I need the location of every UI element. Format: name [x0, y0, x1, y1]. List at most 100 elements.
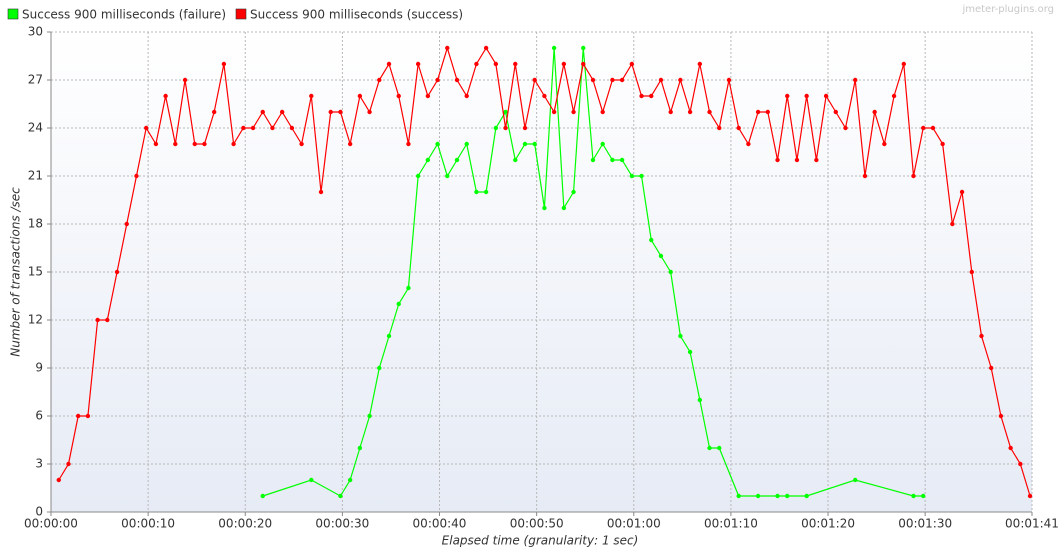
- data-point: [483, 189, 489, 195]
- x-tick-label: 00:00:20: [218, 517, 272, 531]
- data-point: [891, 93, 897, 99]
- data-point: [921, 493, 926, 499]
- data-point: [173, 141, 178, 147]
- data-point: [513, 157, 518, 163]
- data-point: [474, 189, 479, 195]
- data-point: [872, 109, 877, 115]
- data-point: [619, 77, 625, 83]
- data-point: [551, 109, 557, 115]
- data-point: [503, 125, 508, 131]
- x-tick-label: 00:00:30: [315, 517, 369, 531]
- data-point: [513, 61, 518, 67]
- y-tick-label: 12: [28, 313, 43, 327]
- data-point: [231, 141, 236, 147]
- data-point: [289, 125, 295, 131]
- data-point: [386, 333, 392, 339]
- data-point: [221, 61, 227, 67]
- y-tick-label: 3: [35, 457, 43, 471]
- x-tick-label: 00:01:00: [607, 517, 661, 531]
- data-point: [406, 141, 411, 147]
- data-point: [658, 77, 664, 83]
- data-point: [600, 109, 605, 115]
- data-point: [415, 173, 421, 179]
- data-point: [56, 477, 61, 483]
- data-point: [668, 269, 673, 275]
- data-point: [581, 61, 586, 67]
- data-point: [746, 141, 751, 147]
- data-point: [804, 493, 809, 499]
- data-point: [445, 45, 450, 51]
- data-point: [454, 77, 460, 83]
- data-point: [435, 141, 440, 147]
- y-tick-label: 15: [28, 265, 43, 279]
- data-point: [202, 141, 207, 147]
- data-point: [911, 493, 916, 499]
- x-tick-label: 00:00:50: [510, 517, 564, 531]
- legend-swatch: [7, 8, 19, 20]
- data-point: [707, 445, 712, 451]
- data-point: [785, 93, 790, 99]
- data-point: [658, 253, 664, 259]
- legend-label: Success 900 milliseconds (success): [250, 8, 463, 22]
- data-point: [483, 45, 489, 51]
- data-point: [940, 141, 945, 147]
- data-point: [241, 125, 246, 131]
- legend-label: Success 900 milliseconds (failure): [22, 8, 226, 22]
- data-point: [629, 61, 635, 67]
- data-point: [629, 173, 635, 179]
- data-point: [66, 461, 71, 467]
- data-point: [425, 93, 431, 99]
- data-point: [717, 125, 722, 131]
- data-point: [1027, 493, 1033, 499]
- data-point: [532, 77, 537, 83]
- data-point: [930, 125, 936, 131]
- data-point: [639, 93, 644, 99]
- data-point: [765, 109, 771, 115]
- data-point: [668, 109, 673, 115]
- x-axis-label: Elapsed time (granularity: 1 sec): [442, 534, 639, 548]
- data-point: [143, 125, 149, 131]
- data-point: [950, 221, 955, 227]
- data-point: [697, 397, 703, 403]
- data-point: [794, 157, 800, 163]
- data-point: [406, 285, 411, 291]
- data-point: [153, 141, 159, 147]
- data-point: [260, 493, 265, 499]
- data-point: [561, 205, 567, 211]
- legend-swatch: [235, 8, 247, 20]
- data-point: [833, 109, 838, 115]
- data-point: [707, 109, 712, 115]
- data-point: [998, 413, 1004, 419]
- data-point: [338, 109, 343, 115]
- data-point: [464, 93, 469, 99]
- data-point: [493, 125, 499, 131]
- data-point: [989, 365, 994, 371]
- data-point: [85, 413, 91, 419]
- data-point: [357, 445, 363, 451]
- x-tick-label: 00:00:10: [121, 517, 175, 531]
- x-tick-label: 00:00:40: [413, 517, 467, 531]
- x-tick-label: 00:01:10: [704, 517, 758, 531]
- data-point: [182, 77, 188, 83]
- data-point: [163, 93, 168, 99]
- data-point: [377, 77, 382, 83]
- data-point: [717, 445, 722, 451]
- data-point: [192, 141, 197, 147]
- data-point: [522, 141, 528, 147]
- data-point: [610, 157, 615, 163]
- data-point: [386, 61, 392, 67]
- data-point: [435, 77, 440, 83]
- y-tick-label: 0: [35, 505, 43, 519]
- data-point: [697, 61, 703, 67]
- data-point: [571, 109, 576, 115]
- x-tick-label: 00:00:00: [24, 517, 78, 531]
- data-point: [415, 61, 421, 67]
- data-point: [105, 317, 110, 323]
- data-point: [318, 189, 324, 195]
- data-point: [474, 61, 479, 67]
- data-point: [610, 77, 615, 83]
- data-point: [211, 109, 217, 115]
- data-point: [600, 141, 605, 147]
- data-point: [425, 157, 431, 163]
